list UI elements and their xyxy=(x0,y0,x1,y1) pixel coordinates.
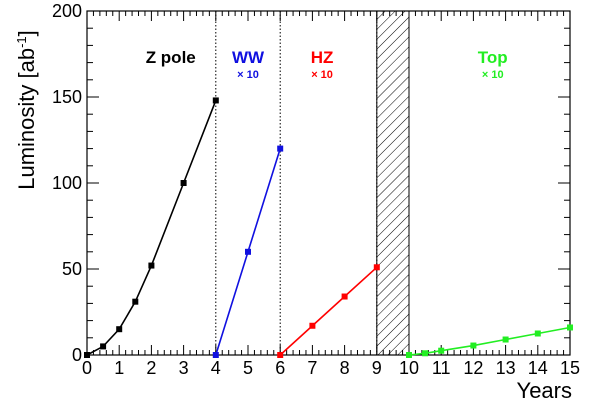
period-label-hz: HZ xyxy=(311,48,334,67)
data-point-ww xyxy=(245,248,251,255)
y-axis-title-sup: -1 xyxy=(14,36,29,48)
data-point-top xyxy=(438,347,445,354)
regions-layer xyxy=(215,10,410,356)
x-tick-label: 11 xyxy=(432,358,451,378)
labels-layer: Z pole WW × 10 HZ × 10 Top × 10 xyxy=(146,48,508,81)
x-tick-label: 9 xyxy=(372,358,382,378)
data-point-top xyxy=(406,352,412,358)
x-tick-label: 8 xyxy=(340,358,350,378)
y-tick-label: 0 xyxy=(72,345,82,365)
series-line-hz xyxy=(279,266,378,356)
data-point-hz xyxy=(341,293,348,300)
data-point-top xyxy=(470,342,477,349)
x-tick-label: 1 xyxy=(114,358,124,378)
x-tick-label: 0 xyxy=(82,358,92,378)
data-point-ww xyxy=(277,145,284,152)
data-point-top xyxy=(502,336,509,343)
period-label-z-pole: Z pole xyxy=(146,48,196,67)
data-point-top xyxy=(567,324,573,331)
y-tick-label: 50 xyxy=(62,259,82,279)
y-axis-title-close: ] xyxy=(14,30,39,36)
data-point-ww xyxy=(212,352,219,358)
data-point-z-pole xyxy=(116,326,123,333)
data-point-z-pole xyxy=(132,298,139,305)
x-tick-label: 14 xyxy=(528,358,548,378)
y-axis-title-main: Luminosity [ab xyxy=(14,48,39,190)
y-tick-label: 200 xyxy=(52,1,82,21)
x-tick-label: 3 xyxy=(179,358,189,378)
period-label-ww: WW xyxy=(232,48,265,67)
hatched-region xyxy=(376,10,410,356)
data-point-hz xyxy=(373,264,380,271)
y-tick-label: 100 xyxy=(52,173,82,193)
scale-factor-hz: × 10 xyxy=(311,69,333,81)
data-point-z-pole xyxy=(100,343,107,350)
series-layer xyxy=(84,97,573,358)
series-line-top xyxy=(408,326,571,356)
x-tick-label: 13 xyxy=(496,358,516,378)
data-point-hz xyxy=(309,322,316,329)
x-tick-label: 12 xyxy=(463,358,483,378)
scale-factor-top: × 10 xyxy=(482,69,504,81)
data-point-top xyxy=(422,350,429,357)
data-point-top xyxy=(534,330,541,337)
data-point-hz xyxy=(277,352,284,358)
x-tick-label: 4 xyxy=(211,358,221,378)
x-tick-label: 10 xyxy=(399,358,419,378)
x-axis-title: Years xyxy=(517,378,572,403)
data-point-z-pole xyxy=(212,97,219,104)
x-tick-label: 6 xyxy=(275,358,285,378)
data-point-z-pole xyxy=(84,352,90,358)
data-point-z-pole xyxy=(180,180,187,186)
data-point-z-pole xyxy=(148,262,155,269)
y-axis-title: Luminosity [ab-1] xyxy=(14,30,39,190)
period-label-top: Top xyxy=(478,48,508,67)
x-tick-label: 7 xyxy=(307,358,317,378)
series-line-z-pole xyxy=(86,100,217,356)
scale-factor-ww: × 10 xyxy=(237,69,259,81)
x-tick-label: 2 xyxy=(146,358,156,378)
x-tick-label: 15 xyxy=(560,358,580,378)
y-tick-label: 150 xyxy=(52,87,82,107)
x-tick-label: 5 xyxy=(243,358,253,378)
